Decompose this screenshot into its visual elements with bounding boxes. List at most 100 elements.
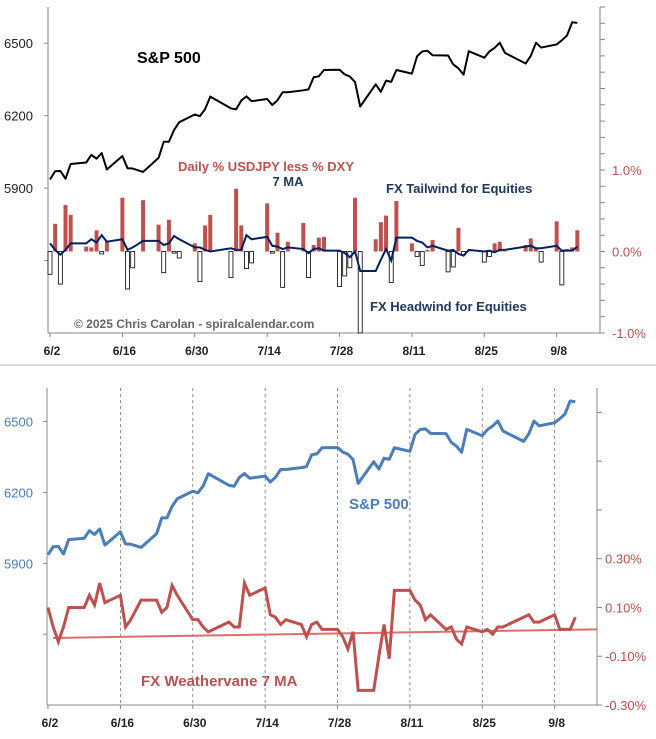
x-tick-label: 8/11 [401, 716, 424, 730]
x-tick-label: 6/30 [185, 344, 209, 358]
daily-diff-bar [425, 249, 430, 252]
daily-diff-bar [203, 225, 208, 252]
weathervane-line [46, 577, 577, 692]
left-tick-label: 6500 [4, 36, 33, 51]
left-tick-label: 6200 [4, 485, 33, 500]
daily-diff-bar [176, 251, 182, 259]
right-tick-label: 0.30% [605, 552, 642, 567]
daily-diff-bar [249, 251, 255, 264]
bars-label: Daily % USDJPY less % DXY [178, 159, 354, 174]
right-tick-label: -0.10% [605, 649, 647, 664]
daily-diff-bar [388, 251, 394, 283]
daily-diff-bar [523, 244, 528, 252]
right-tick-label: 0.0% [612, 245, 642, 260]
daily-diff-bar [456, 227, 461, 252]
headwind-label: FX Headwind for Equities [370, 299, 527, 314]
daily-diff-bar [47, 251, 53, 275]
daily-diff-bar [265, 203, 270, 252]
daily-diff-bar [342, 251, 348, 277]
x-tick-label: 6/16 [113, 344, 137, 358]
daily-diff-bar [466, 251, 471, 252]
ma7-line [49, 233, 578, 273]
bottom-spx-label: S&P 500 [349, 496, 409, 513]
daily-diff-bar [487, 251, 492, 257]
daily-diff-bar [497, 241, 502, 252]
daily-diff-bar [347, 251, 353, 269]
x-tick-label: 7/28 [330, 344, 354, 358]
daily-diff-bar [554, 221, 559, 252]
daily-diff-bar [445, 251, 451, 273]
daily-diff-bar [373, 239, 378, 252]
left-tick-label: 6500 [4, 415, 33, 430]
left-tick-label: 5900 [4, 556, 33, 571]
daily-diff-bar [353, 197, 358, 252]
daily-diff-bar [575, 230, 580, 252]
daily-diff-bar [53, 223, 58, 252]
daily-diff-bar [394, 200, 399, 252]
daily-diff-bar [125, 251, 130, 290]
daily-diff-bar [306, 251, 311, 278]
x-tick-label: 6/2 [44, 344, 61, 358]
daily-diff-bar [197, 251, 203, 283]
daily-diff-bar [63, 205, 68, 252]
x-tick-label: 6/16 [111, 716, 135, 730]
right-tick-label: 1.0% [612, 163, 642, 178]
daily-diff-bar [269, 251, 275, 254]
spx-line [49, 21, 578, 180]
x-tick-label: 8/25 [473, 716, 497, 730]
daily-diff-bar [171, 251, 177, 254]
daily-diff-bar [301, 222, 306, 252]
right-tick-label: -1.0% [612, 326, 646, 341]
weathervane-label: FX Weathervane 7 MA [141, 673, 298, 690]
daily-diff-bar [104, 240, 109, 252]
daily-diff-bar [84, 246, 89, 252]
daily-diff-bar [208, 214, 213, 252]
left-tick-label: 6200 [4, 109, 33, 124]
daily-diff-bar [280, 251, 286, 288]
daily-diff-bar [378, 222, 383, 252]
daily-diff-bar [409, 243, 414, 252]
x-tick-label: 9/8 [550, 344, 567, 358]
right-tick-label: 0.10% [605, 600, 642, 615]
right-tick-label: -0.30% [605, 698, 647, 713]
daily-diff-bar [99, 251, 105, 255]
daily-diff-bar [533, 247, 538, 252]
daily-diff-bar [322, 236, 327, 252]
daily-diff-bar [492, 243, 497, 252]
daily-diff-bar [120, 197, 125, 252]
daily-diff-bar [502, 251, 507, 252]
daily-diff-bar [419, 251, 425, 266]
daily-diff-bar [481, 251, 487, 263]
x-tick-label: 6/30 [183, 716, 207, 730]
daily-diff-bar [384, 215, 389, 252]
top-spx-label: S&P 500 [137, 50, 201, 67]
daily-diff-bar [130, 251, 136, 269]
daily-diff-bar [316, 237, 321, 252]
top-panel: S&P 500 Daily % USDJPY less % DXY 7 MA F… [4, 6, 646, 358]
daily-diff-bar [57, 251, 63, 285]
x-tick-label: 7/14 [257, 344, 281, 358]
daily-diff-bar [559, 251, 565, 286]
daily-diff-bar [228, 251, 234, 278]
x-tick-label: 7/28 [328, 716, 352, 730]
bottom-panel: S&P 500 FX Weathervane 7 MA 6/2 6/16 6/30 7… [4, 388, 647, 730]
daily-diff-bar [414, 251, 420, 257]
x-tick-label: 9/8 [548, 716, 565, 730]
x-tick-label: 6/2 [42, 716, 59, 730]
left-tick-label: 5900 [4, 181, 33, 196]
daily-diff-bar [68, 214, 73, 252]
daily-diff-bar [166, 219, 171, 252]
daily-diff-bar [156, 224, 161, 252]
daily-diff-bar [161, 251, 167, 274]
trend-line [52, 628, 598, 639]
x-tick-label: 8/11 [403, 344, 426, 358]
x-tick-label: 8/25 [475, 344, 499, 358]
daily-diff-bar [89, 247, 94, 252]
daily-diff-bar [244, 251, 249, 270]
spx-line [46, 399, 576, 556]
daily-diff-bar [275, 232, 280, 252]
daily-diff-bar [538, 251, 544, 263]
daily-diff-bar [450, 251, 456, 268]
